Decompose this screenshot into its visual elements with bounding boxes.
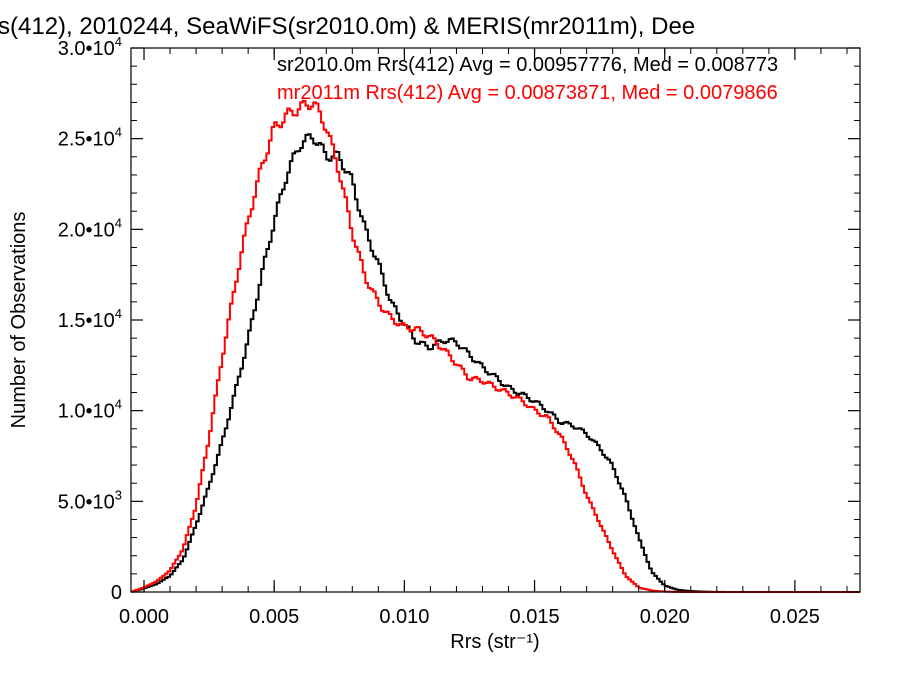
y-axis-label: Number of Observations (8, 212, 30, 429)
y-axis: 0 5.0•103 1.0•104 1.5•104 2.0•104 2.5•104 3.0•… (58, 34, 860, 604)
y-tick-label: 3.0•104 (58, 34, 122, 60)
y-tick-label: 2.5•104 (58, 125, 122, 151)
y-tick-label: 1.0•104 (58, 397, 122, 423)
x-tick-label: 0.015 (510, 606, 560, 628)
x-axis-label: Rrs (str⁻¹) (450, 631, 539, 653)
y-tick-label: 5.0•103 (58, 487, 122, 513)
y-tick-label: 0 (111, 582, 122, 604)
series-line-sr2010 (131, 133, 860, 593)
x-tick-label: 0.000 (119, 606, 169, 628)
series-line-mr2011 (131, 100, 860, 593)
x-axis: 0.000 0.005 0.010 0.015 0.020 0.025 (119, 48, 848, 628)
y-tick-label: 2.0•104 (58, 215, 122, 241)
chart-title: s(412), 2010244, SeaWiFS(sr2010.0m) & ME… (0, 13, 695, 40)
y-tick-label: 1.5•104 (58, 306, 122, 332)
x-tick-label: 0.020 (640, 606, 690, 628)
x-tick-label: 0.010 (379, 606, 429, 628)
series-layer (131, 100, 860, 593)
plot-frame (130, 47, 861, 593)
legend-entry-sr2010: sr2010.0m Rrs(412) Avg = 0.00957776, Med… (277, 54, 778, 76)
legend-entry-mr2011: mr2011m Rrs(412) Avg = 0.00873871, Med =… (277, 82, 778, 104)
x-tick-label: 0.025 (770, 606, 820, 628)
x-tick-label: 0.005 (249, 606, 299, 628)
